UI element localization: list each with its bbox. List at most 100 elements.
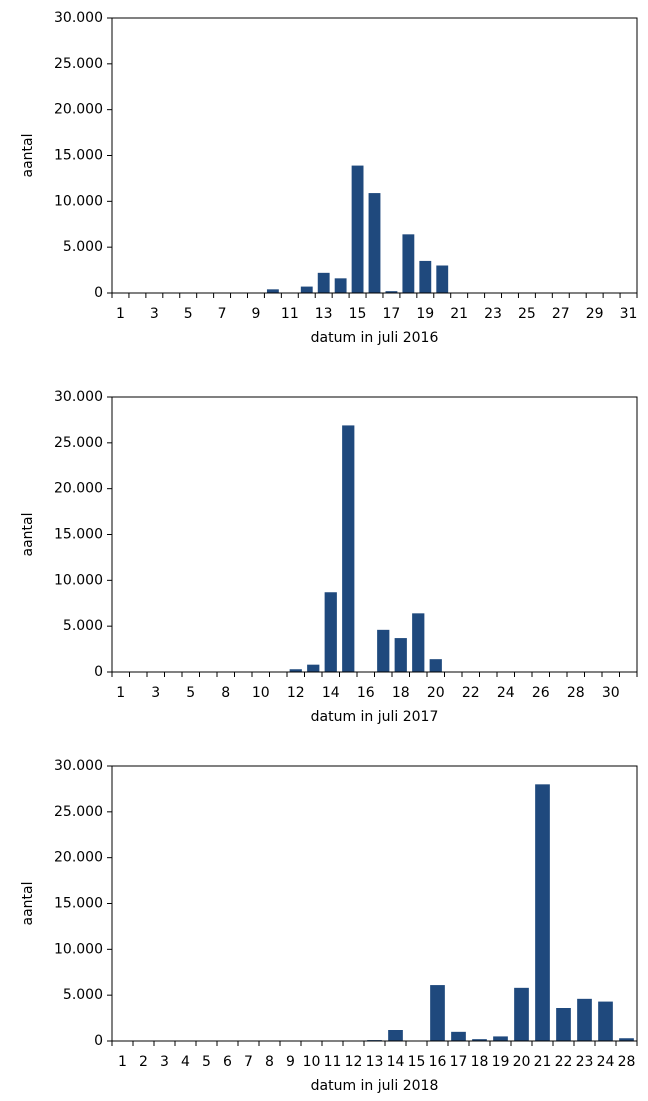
x-tick-label: 16 <box>429 1054 447 1070</box>
x-tick-label: 24 <box>497 685 515 701</box>
x-axis-title: datum in juli 2018 <box>311 1078 439 1094</box>
y-tick-label: 30.000 <box>54 10 103 26</box>
x-tick-label: 11 <box>324 1054 342 1070</box>
bar <box>619 1038 634 1041</box>
x-tick-label: 2 <box>139 1054 148 1070</box>
x-tick-label: 3 <box>151 685 160 701</box>
x-tick-label: 8 <box>265 1054 274 1070</box>
x-tick-label: 24 <box>597 1054 615 1070</box>
bar <box>412 613 425 672</box>
y-tick-label: 25.000 <box>54 804 103 820</box>
bar <box>577 998 592 1041</box>
x-tick-label: 18 <box>392 685 410 701</box>
x-tick-label: 13 <box>315 306 333 322</box>
x-tick-label: 7 <box>218 306 227 322</box>
plot-frame <box>111 396 638 673</box>
bar <box>289 669 302 672</box>
x-tick-label: 30 <box>602 685 620 701</box>
y-tick-label: 10.000 <box>54 941 103 957</box>
y-tick-label: 0 <box>94 285 103 301</box>
x-tick-label: 12 <box>287 685 305 701</box>
x-tick-label: 10 <box>252 685 270 701</box>
x-tick-label: 17 <box>450 1054 468 1070</box>
x-axis-title: datum in juli 2016 <box>311 330 439 346</box>
x-tick-label: 14 <box>322 685 340 701</box>
bar <box>368 193 381 293</box>
x-tick-label: 31 <box>620 306 638 322</box>
x-tick-label: 21 <box>534 1054 552 1070</box>
y-tick-label: 20.000 <box>54 102 103 118</box>
plot-frame <box>111 17 638 294</box>
bar <box>300 286 313 293</box>
y-tick-label: 5.000 <box>63 618 103 634</box>
bar <box>394 638 407 672</box>
bar <box>402 234 415 293</box>
x-tick-label: 4 <box>181 1054 190 1070</box>
x-tick-label: 27 <box>552 306 570 322</box>
y-tick-label: 0 <box>94 664 103 680</box>
x-tick-label: 22 <box>555 1054 573 1070</box>
x-tick-label: 21 <box>450 306 468 322</box>
bar <box>377 629 390 672</box>
y-tick-label: 20.000 <box>54 481 103 497</box>
bar <box>351 165 364 293</box>
y-tick-label: 0 <box>94 1033 103 1049</box>
y-tick-label: 5.000 <box>63 987 103 1003</box>
x-tick-label: 1 <box>118 1054 127 1070</box>
x-tick-label: 20 <box>427 685 445 701</box>
x-tick-label: 12 <box>345 1054 363 1070</box>
x-tick-label: 18 <box>471 1054 489 1070</box>
x-axis-title: datum in juli 2017 <box>311 709 439 725</box>
x-tick-label: 28 <box>567 685 585 701</box>
x-tick-label: 5 <box>186 685 195 701</box>
y-tick-label: 25.000 <box>54 435 103 451</box>
x-tick-label: 26 <box>532 685 550 701</box>
bar <box>388 1030 403 1041</box>
x-tick-label: 5 <box>202 1054 211 1070</box>
y-axis-title: aantal <box>20 513 36 557</box>
y-tick-label: 15.000 <box>54 896 103 912</box>
x-tick-label: 9 <box>286 1054 295 1070</box>
x-tick-label: 23 <box>576 1054 594 1070</box>
y-tick-label: 30.000 <box>54 389 103 405</box>
bar <box>556 1008 571 1041</box>
y-axis-title: aantal <box>20 134 36 178</box>
x-tick-label: 19 <box>416 306 434 322</box>
x-tick-label: 6 <box>223 1054 232 1070</box>
bar <box>514 987 529 1041</box>
y-tick-label: 5.000 <box>63 239 103 255</box>
x-tick-label: 25 <box>518 306 536 322</box>
x-tick-label: 17 <box>383 306 401 322</box>
x-tick-label: 7 <box>244 1054 253 1070</box>
x-tick-label: 16 <box>357 685 375 701</box>
y-tick-label: 15.000 <box>54 527 103 543</box>
bar <box>419 260 432 293</box>
x-tick-label: 28 <box>618 1054 636 1070</box>
bar <box>535 784 550 1041</box>
y-tick-label: 30.000 <box>54 758 103 774</box>
x-tick-label: 11 <box>281 306 299 322</box>
y-tick-label: 20.000 <box>54 850 103 866</box>
x-tick-label: 5 <box>184 306 193 322</box>
x-tick-label: 1 <box>116 685 125 701</box>
bar <box>324 592 337 672</box>
bar <box>436 265 449 293</box>
bar <box>430 985 445 1041</box>
x-tick-label: 15 <box>349 306 367 322</box>
bar <box>385 291 398 293</box>
x-tick-label: 19 <box>492 1054 510 1070</box>
x-tick-label: 3 <box>150 306 159 322</box>
y-tick-label: 15.000 <box>54 148 103 164</box>
x-tick-label: 20 <box>513 1054 531 1070</box>
bar <box>307 664 320 672</box>
plot-frame <box>111 765 638 1042</box>
bar <box>472 1039 487 1041</box>
x-tick-label: 14 <box>387 1054 405 1070</box>
y-tick-label: 10.000 <box>54 572 103 588</box>
x-tick-label: 8 <box>221 685 230 701</box>
x-tick-label: 13 <box>366 1054 384 1070</box>
x-tick-label: 15 <box>408 1054 426 1070</box>
x-tick-label: 9 <box>251 306 260 322</box>
bar <box>334 278 347 293</box>
